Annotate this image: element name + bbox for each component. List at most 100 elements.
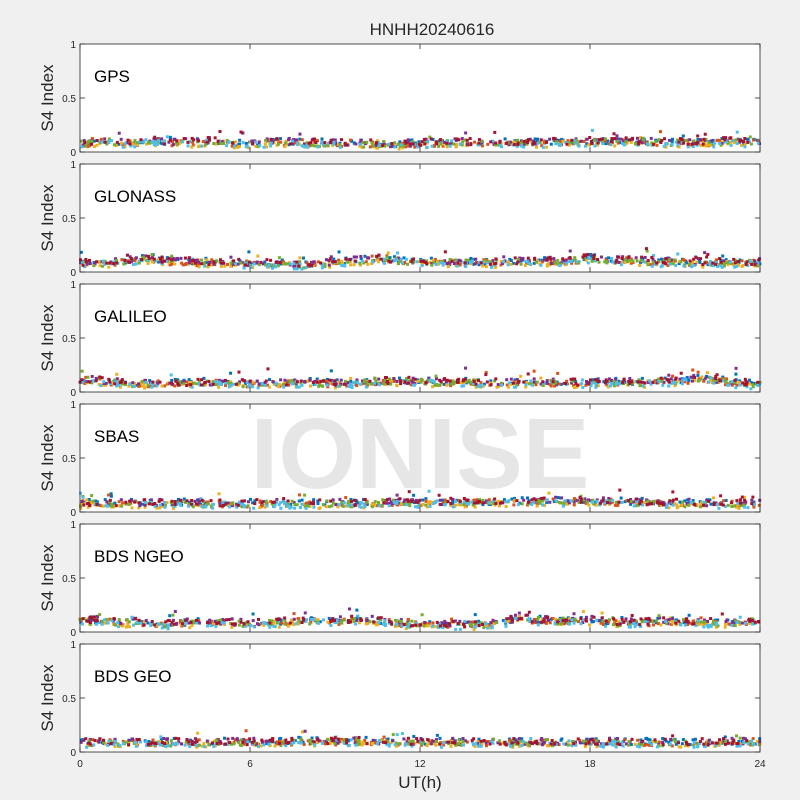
data-point [328, 265, 332, 269]
data-point [79, 620, 83, 624]
data-point [150, 501, 154, 505]
data-point [430, 263, 434, 267]
data-point [119, 137, 123, 141]
data-point [189, 383, 193, 387]
data-point [525, 259, 529, 263]
data-point [117, 142, 121, 146]
data-point [612, 617, 616, 621]
data-point [211, 506, 215, 510]
data-point [102, 618, 106, 622]
data-point [457, 503, 461, 507]
data-point [88, 617, 92, 621]
data-point [538, 140, 542, 144]
data-point [756, 380, 760, 384]
data-point [601, 619, 605, 623]
data-point [583, 497, 587, 501]
data-point [347, 385, 351, 389]
data-point [163, 621, 167, 625]
data-point [706, 625, 710, 629]
data-point [660, 139, 664, 143]
data-point [165, 256, 169, 260]
data-point [371, 260, 375, 264]
data-point [683, 380, 687, 384]
data-point [187, 378, 191, 382]
data-point [465, 380, 469, 384]
panel-label: BDS NGEO [94, 547, 184, 566]
data-point [696, 257, 700, 261]
data-point [127, 260, 131, 264]
data-point [656, 377, 660, 381]
data-point [137, 501, 141, 505]
data-point [382, 501, 386, 505]
data-point [683, 623, 687, 627]
data-point [387, 504, 391, 508]
data-point [132, 385, 136, 389]
data-point [450, 617, 454, 621]
data-point [88, 621, 92, 625]
data-point [715, 261, 719, 265]
data-point [555, 138, 559, 142]
data-point [336, 142, 340, 146]
data-point [646, 380, 650, 384]
data-point [592, 253, 596, 257]
data-point [703, 261, 707, 265]
data-point [533, 141, 537, 145]
data-point [369, 138, 373, 142]
data-point [292, 501, 296, 505]
data-point [642, 260, 646, 264]
data-point [158, 506, 162, 510]
data-point [631, 622, 635, 626]
data-point [448, 258, 452, 262]
data-point [625, 138, 629, 142]
data-point [256, 145, 260, 149]
data-point [292, 261, 296, 265]
data-point [359, 138, 363, 142]
data-point [615, 622, 619, 626]
data-point [328, 381, 332, 385]
data-point [346, 504, 350, 508]
data-point [433, 624, 437, 628]
data-point [667, 384, 671, 388]
data-point [342, 618, 346, 622]
data-point [578, 739, 582, 743]
data-point [315, 740, 319, 744]
data-point [573, 498, 577, 502]
data-point [289, 740, 293, 744]
data-point [582, 139, 586, 143]
data-point [722, 377, 726, 381]
data-point [340, 501, 344, 505]
data-point [117, 500, 121, 504]
data-point [594, 382, 598, 386]
data-point [428, 620, 432, 624]
data-point [448, 144, 452, 148]
data-point [737, 506, 741, 510]
data-point [279, 501, 283, 505]
data-point [447, 261, 451, 265]
data-point [535, 140, 539, 144]
data-point [221, 501, 225, 505]
data-point [481, 498, 485, 502]
data-point [277, 617, 281, 621]
data-point [283, 618, 287, 622]
data-point [664, 506, 668, 510]
data-point [486, 142, 490, 146]
data-point [244, 729, 248, 733]
data-point [365, 379, 369, 383]
data-point [711, 138, 715, 142]
data-point [607, 496, 611, 500]
data-point [236, 383, 240, 387]
data-point [750, 262, 754, 266]
data-point [211, 382, 215, 386]
data-point [691, 145, 695, 149]
data-point [650, 143, 654, 147]
data-point [149, 498, 153, 502]
data-point [758, 382, 762, 386]
data-point [407, 379, 411, 383]
data-point [166, 625, 170, 629]
data-point [95, 500, 99, 504]
data-point [375, 254, 379, 258]
data-point [576, 383, 580, 387]
data-point [740, 503, 744, 507]
data-point [733, 141, 737, 145]
data-point [568, 260, 572, 264]
